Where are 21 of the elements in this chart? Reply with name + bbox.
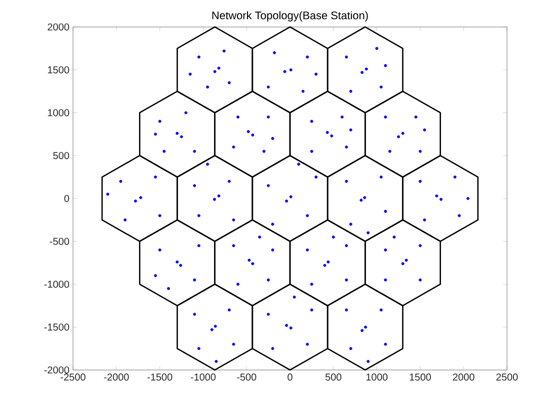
y-tick-label: -500: [50, 238, 70, 245]
x-tick-label: 2500: [496, 374, 518, 381]
x-tick-label: -1500: [147, 374, 172, 381]
y-tick-label: -1000: [44, 280, 70, 288]
x-tick-label: -2000: [104, 374, 129, 381]
x-tick-label: 1500: [410, 374, 431, 381]
x-tick-label: -500: [237, 374, 256, 381]
x-tick-label: -1000: [190, 374, 216, 381]
x-tick-label: 2000: [452, 374, 474, 381]
y-tick-label: -1500: [44, 324, 70, 331]
x-tick-label: -2500: [60, 374, 86, 381]
y-tick-label: -2000: [44, 366, 70, 374]
y-tick-label: 1500: [48, 66, 70, 74]
x-tick-label: 500: [325, 374, 342, 381]
x-tick-label: 0: [288, 374, 292, 381]
chart-title: Network Topology(Base Station): [212, 11, 368, 22]
y-tick-label: 2000: [48, 23, 70, 31]
y-tick-label: 0: [64, 194, 70, 202]
y-tick-label: 1000: [48, 109, 70, 116]
y-tick-label: 500: [53, 152, 70, 160]
x-tick-label: 1000: [366, 374, 388, 381]
